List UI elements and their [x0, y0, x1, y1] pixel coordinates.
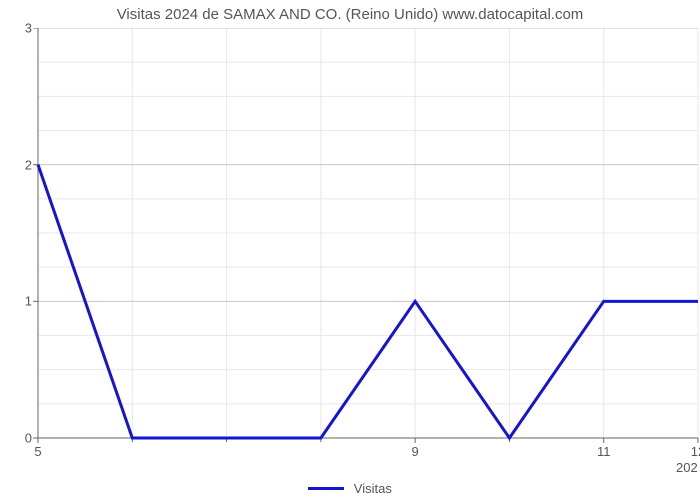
chart-title: Visitas 2024 de SAMAX AND CO. (Reino Uni… — [0, 6, 700, 23]
y-tick-label: 0 — [8, 431, 32, 446]
y-tick-label: 2 — [8, 157, 32, 172]
chart-container: Visitas 2024 de SAMAX AND CO. (Reino Uni… — [0, 0, 700, 500]
legend-swatch — [308, 487, 344, 490]
x-tick-label: 9 — [412, 444, 419, 459]
x-tick-label: 11 — [597, 444, 611, 459]
chart-plot — [32, 28, 700, 448]
bottom-right-label: 202 — [676, 460, 698, 475]
legend-label: Visitas — [354, 481, 392, 496]
x-tick-label: 5 — [34, 444, 41, 459]
x-tick-label: 12 — [691, 444, 700, 459]
y-tick-label: 1 — [8, 294, 32, 309]
y-tick-label: 3 — [8, 21, 32, 36]
legend: Visitas — [0, 480, 700, 496]
